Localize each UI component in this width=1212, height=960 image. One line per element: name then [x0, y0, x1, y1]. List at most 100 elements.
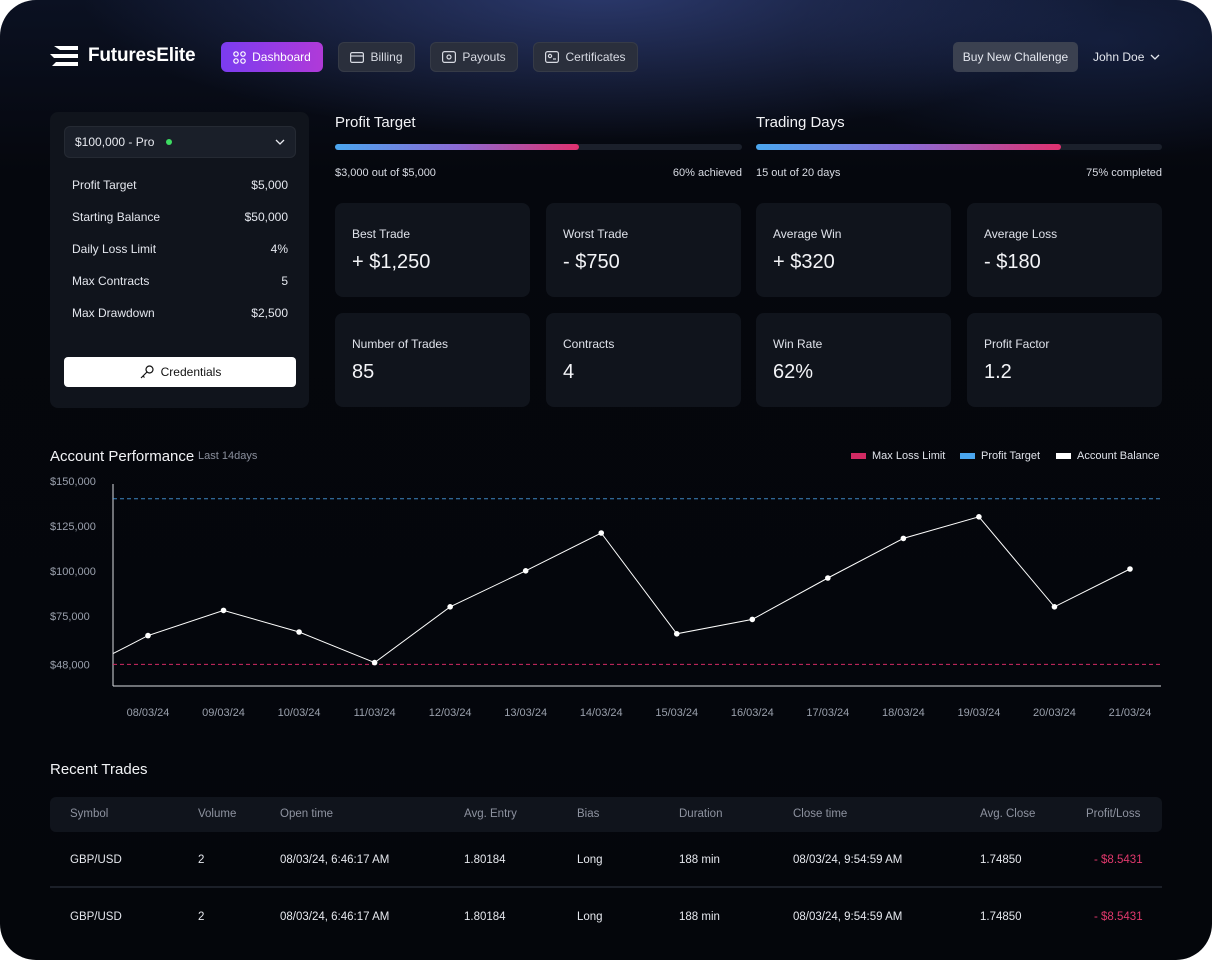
- stat-value: 4: [563, 361, 575, 383]
- y-tick-label: $125,000: [50, 521, 96, 533]
- legend-label: Account Balance: [1077, 450, 1160, 462]
- account-row-max-contracts: Max Contracts 5: [72, 274, 288, 288]
- legend-swatch: [851, 453, 866, 459]
- cell-avg-entry: 1.80184: [464, 911, 506, 923]
- cell-avg-close: 1.74850: [980, 911, 1022, 923]
- status-dot: [166, 139, 173, 145]
- grid-icon: [233, 50, 246, 64]
- credentials-button[interactable]: Credentials: [64, 357, 296, 387]
- account-select[interactable]: $100,000 - Pro: [64, 126, 296, 158]
- x-tick-label: 19/03/24: [958, 707, 1001, 719]
- stat-best-trade: Best Trade + $1,250: [335, 203, 530, 297]
- th-open-time: Open time: [280, 808, 334, 820]
- x-tick-label: 18/03/24: [882, 707, 925, 719]
- stat-label: Win Rate: [773, 337, 823, 351]
- stat-value: 85: [352, 361, 375, 383]
- data-point: [522, 568, 529, 574]
- legend-label: Profit Target: [981, 450, 1041, 462]
- th-avg-close: Avg. Close: [980, 808, 1036, 820]
- data-point: [296, 629, 302, 635]
- chart-title: Account Performance: [50, 448, 195, 465]
- stat-label: Profit Factor: [984, 337, 1050, 351]
- tab-billing[interactable]: Billing: [338, 42, 415, 72]
- stat-label: Best Trade: [352, 227, 411, 241]
- y-tick-label: $150,000: [50, 476, 96, 488]
- profit-target-detail: $3,000 out of $5,000: [335, 167, 436, 179]
- x-tick-label: 15/03/24: [655, 707, 698, 719]
- data-point: [371, 659, 378, 666]
- table-row[interactable]: GBP/USD 2 08/03/24, 6:46:17 AM 1.80184 L…: [50, 889, 1162, 945]
- account-card: $100,000 - Pro Profit Target $5,000 Star…: [50, 112, 309, 408]
- cell-close-time: 08/03/24, 9:54:59 AM: [793, 911, 903, 923]
- x-tick-label: 11/03/24: [354, 707, 396, 719]
- x-tick-label: 16/03/24: [731, 707, 774, 719]
- tab-payouts-label: Payouts: [462, 50, 506, 64]
- legend-max-loss: Max Loss Limit: [851, 450, 945, 462]
- cell-profit-loss: - $8.5431: [1094, 854, 1143, 866]
- recent-trades-title: Recent Trades: [50, 761, 148, 778]
- buy-new-challenge-button[interactable]: Buy New Challenge: [953, 42, 1078, 72]
- brand-name: FuturesElite: [88, 45, 196, 66]
- account-row-label: Starting Balance: [72, 210, 161, 224]
- profit-target-progress-fill: [335, 144, 580, 150]
- y-tick-label: $75,000: [50, 611, 90, 623]
- chart-subtitle: Last 14days: [198, 450, 258, 462]
- account-row-label: Daily Loss Limit: [72, 242, 157, 256]
- stat-profit-factor: Profit Factor 1.2: [967, 313, 1162, 407]
- account-select-value: $100,000 - Pro: [75, 135, 155, 149]
- brand-logo[interactable]: FuturesElite: [50, 44, 196, 68]
- account-row-profit-target: Profit Target $5,000: [72, 178, 288, 192]
- x-tick-label: 20/03/24: [1033, 707, 1076, 719]
- th-close-time: Close time: [793, 808, 848, 820]
- payout-icon: [442, 51, 457, 63]
- th-bias: Bias: [577, 808, 600, 820]
- legend-swatch: [960, 453, 975, 459]
- cell-volume: 2: [198, 911, 205, 923]
- profit-target-progress: [335, 144, 742, 150]
- data-point: [673, 631, 680, 637]
- performance-chart: $150,000 $125,000 $100,000 $75,000 $48,000 08…: [50, 476, 1161, 719]
- stat-contracts: Contracts 4: [546, 313, 741, 407]
- cell-avg-close: 1.74850: [980, 854, 1022, 866]
- trading-days-title: Trading Days: [756, 114, 845, 131]
- cell-open-time: 08/03/24, 6:46:17 AM: [280, 911, 390, 923]
- stat-average-win: Average Win + $320: [756, 203, 951, 297]
- trading-days-progress-fill: [756, 144, 1061, 150]
- x-tick-label: 17/03/24: [806, 707, 849, 719]
- stat-win-rate: Win Rate 62%: [756, 313, 951, 407]
- legend-account-balance: Account Balance: [1056, 450, 1160, 462]
- tab-dashboard-label: Dashboard: [252, 50, 311, 64]
- tab-certificates-label: Certificates: [565, 50, 626, 64]
- user-menu[interactable]: John Doe: [1093, 50, 1160, 64]
- account-row-value: $2,500: [251, 306, 288, 320]
- profit-target-title: Profit Target: [335, 114, 416, 131]
- data-point: [220, 607, 227, 614]
- cell-duration: 188 min: [679, 854, 720, 866]
- stat-value: - $750: [563, 251, 620, 273]
- tab-certificates[interactable]: Certificates: [533, 42, 638, 72]
- cell-open-time: 08/03/24, 6:46:17 AM: [280, 854, 390, 866]
- trading-days-status: 75% completed: [1086, 167, 1162, 179]
- key-icon: [140, 365, 154, 379]
- x-tick-label: 12/03/24: [429, 707, 472, 719]
- data-point: [749, 616, 756, 623]
- stat-value: 62%: [773, 361, 814, 383]
- account-row-daily-loss-limit: Daily Loss Limit 4%: [72, 242, 288, 256]
- stat-number-of-trades: Number of Trades 85: [335, 313, 530, 407]
- tab-billing-label: Billing: [370, 50, 403, 64]
- account-row-starting-balance: Starting Balance $50,000: [72, 210, 288, 224]
- account-row-max-drawdown: Max Drawdown $2,500: [72, 306, 288, 320]
- certificate-icon: [545, 51, 560, 63]
- tab-dashboard[interactable]: Dashboard: [221, 42, 323, 72]
- chevron-down-icon: [275, 139, 285, 145]
- stat-value: + $1,250: [352, 251, 431, 273]
- data-point: [1127, 566, 1133, 572]
- table-row[interactable]: GBP/USD 2 08/03/24, 6:46:17 AM 1.80184 L…: [50, 832, 1162, 888]
- account-row-value: $5,000: [251, 178, 288, 192]
- stat-label: Average Loss: [984, 227, 1058, 241]
- data-point: [447, 604, 453, 610]
- x-tick-label: 21/03/24: [1109, 707, 1152, 719]
- profit-target-status: 60% achieved: [672, 167, 742, 179]
- y-tick-label: $100,000: [50, 566, 96, 578]
- tab-payouts[interactable]: Payouts: [430, 42, 518, 72]
